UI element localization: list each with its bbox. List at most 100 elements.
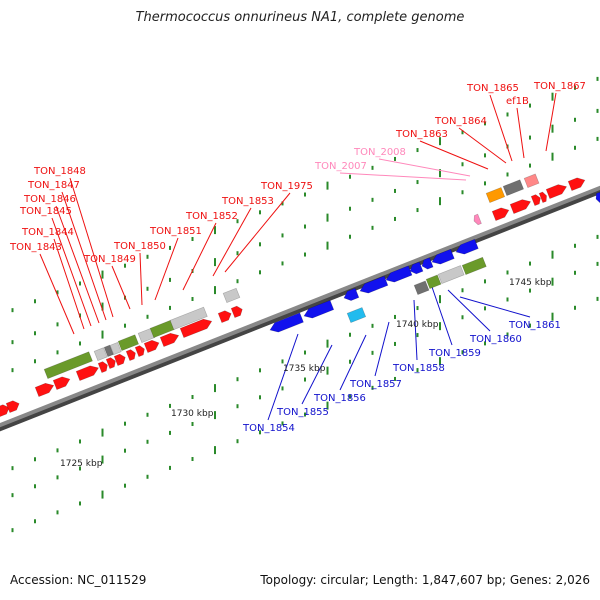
forward-gene [530,194,541,207]
reverse-gene-group [409,261,424,275]
feature-box-group [117,334,139,352]
feature-box [485,187,506,204]
gene-label-ton-1857: TON_1857 [349,379,402,390]
forward-gene [509,199,532,215]
feature-box-group [169,306,208,331]
feature-box-group [346,307,367,324]
reverse-gene-group [303,299,335,319]
leader-line [516,107,525,159]
leader-line [458,127,507,164]
gene-label-ton-1845: TON_1845 [19,206,72,217]
forward-gene [491,207,510,222]
accession-text: Accession: NC_011529 [10,573,147,587]
forward-gene-group [105,357,116,370]
forward-gene-group [52,376,71,391]
gene-label-ton-1846: TON_1846 [23,194,76,205]
leader-line [111,265,131,310]
feature-box [137,327,156,344]
feature-box-group [437,265,465,285]
leader-line [431,286,453,346]
forward-gene-group [217,310,232,324]
leader-line [182,222,217,291]
feature-box [473,213,482,226]
leader-line [459,296,531,318]
leader-line [267,333,299,421]
forward-gene-group [509,199,532,215]
forward-gene [113,353,126,367]
feature-box [109,342,122,356]
forward-gene-group [113,353,126,367]
forward-gene [159,332,180,348]
feature-box [461,256,487,276]
gene-label-ton-1854: TON_1854 [242,423,295,434]
forward-gene [143,339,160,354]
feature-box-group [109,342,122,356]
gene-label-ton-1859: TON_1859 [428,348,481,359]
gene-label-ton-1843: TON_1843 [9,242,62,253]
scale-label-1725: 1725 kbp [60,459,103,469]
reverse-gene [343,287,360,301]
feature-box-group [43,351,93,380]
feature-box-group [93,347,108,362]
feature-box-group [137,327,156,344]
leader-line [139,252,143,306]
forward-gene [179,318,213,339]
forward-gene [75,365,99,382]
leader-line [69,177,114,318]
feature-box [437,265,465,285]
feature-box [103,344,114,358]
reverse-gene-group [343,287,360,301]
scale-label-1730: 1730 kbp [171,409,214,419]
leader-line [374,321,390,377]
gene-label-ef1b: ef1B [506,96,529,107]
reverse-gene [409,261,424,275]
scale-label-1735: 1735 kbp [283,364,326,374]
feature-box [43,351,93,380]
forward-gene-group [179,318,213,339]
forward-gene [34,382,55,398]
forward-gene-group [230,305,243,319]
feature-box-group [222,287,241,304]
forward-gene [545,184,568,200]
gene-features [0,173,600,418]
feature-box [222,287,241,304]
reverse-gene [303,299,335,319]
feature-box-group [485,187,506,204]
gene-label-ton-1975: TON_1975 [260,181,313,192]
gene-label-ton-1848: TON_1848 [33,166,86,177]
reverse-gene-group [269,312,304,333]
leader-line [212,207,252,277]
forward-gene [538,191,547,204]
reverse-gene-group [455,238,479,255]
scale-label-1740: 1740 kbp [396,320,439,330]
gene-label-ton-1867: TON_1867 [533,81,586,92]
feature-box [117,334,139,352]
leader-line [413,299,418,361]
reverse-gene [455,238,479,255]
gene-label-ton-1852: TON_1852 [185,211,238,222]
forward-gene-group [5,400,20,414]
forward-gene [52,376,71,391]
forward-gene [217,310,232,324]
feature-box-group [473,213,482,226]
forward-gene-group [159,332,180,348]
reverse-gene [359,275,389,294]
leader-line [339,334,367,391]
feature-box-group [523,173,540,189]
forward-gene [97,361,108,374]
genome-title: Thermococcus onnurineus NA1, complete ge… [135,10,465,25]
forward-gene-group [491,207,510,222]
forward-gene [134,345,145,358]
feature-box-group [103,344,114,358]
forward-gene-group [545,184,568,200]
scale-label-1745: 1745 kbp [509,278,552,288]
forward-gene-group [530,194,541,207]
forward-gene-group [97,361,108,374]
forward-gene [5,400,20,414]
gene-label-ton-1858: TON_1858 [392,363,445,374]
leader-line [419,140,489,170]
forward-gene-group [125,349,136,362]
gene-label-ton-1849: TON_1849 [83,254,136,265]
feature-box [149,319,175,339]
gene-label-ton-1851: TON_1851 [149,226,202,237]
